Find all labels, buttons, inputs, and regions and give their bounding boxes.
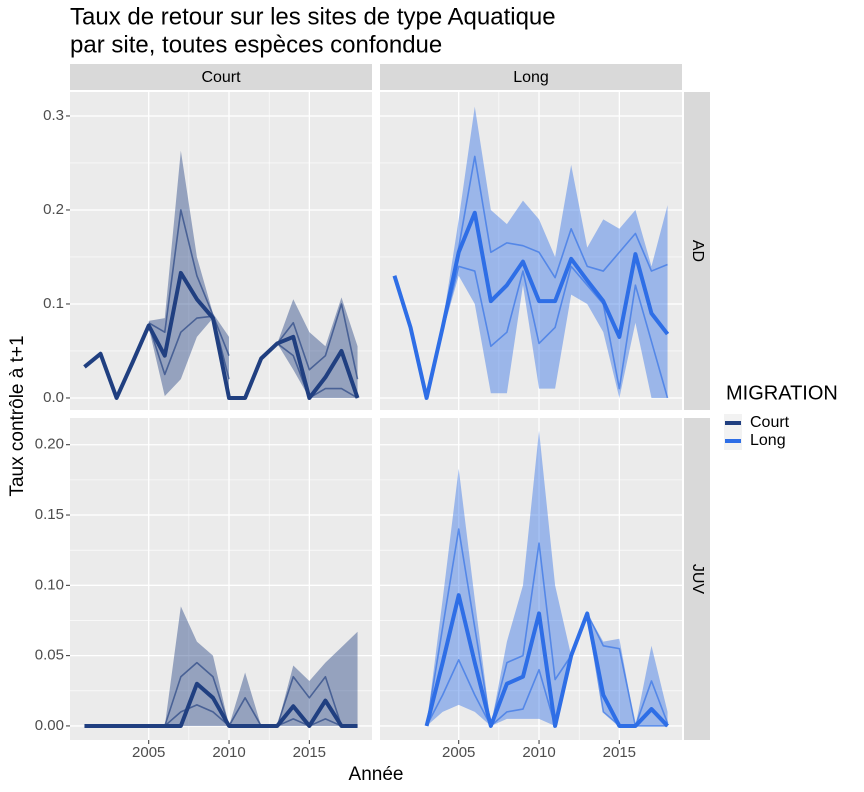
data-line	[424, 593, 669, 728]
y-tick-label: 0.2	[43, 201, 64, 218]
ribbon	[426, 430, 668, 726]
x-tick-label: 2005	[442, 744, 475, 761]
legend-label: Court	[750, 414, 790, 431]
y-tick-label: 0.00	[35, 717, 64, 734]
panel-background	[70, 418, 372, 740]
y-axis-label: Taux contrôle à t+1	[7, 335, 28, 496]
facet-strip	[380, 64, 682, 90]
facet-label: JUV	[689, 564, 706, 595]
x-tick-label: 2005	[132, 744, 165, 761]
facet-label: Long	[513, 69, 549, 86]
y-tick-label: 0.3	[43, 107, 64, 124]
data-line	[83, 270, 360, 400]
x-tick-label: 2010	[522, 744, 555, 761]
y-tick-label: 0.05	[35, 647, 64, 664]
y-tick-label: 0.0	[43, 389, 64, 406]
legend-label: Long	[750, 432, 786, 449]
facet-label: AD	[689, 240, 706, 262]
quartile-line	[276, 342, 358, 399]
chart-title: par site, toutes espèces confondue	[70, 31, 442, 58]
facet-label: Court	[201, 69, 241, 86]
legend-title: MIGRATION	[726, 382, 838, 404]
quartile-line	[441, 265, 669, 399]
ribbon	[442, 106, 668, 398]
y-tick-label: 0.1	[43, 295, 64, 312]
facet-strip	[684, 92, 710, 410]
y-tick-label: 0.15	[35, 506, 64, 523]
facet-strip	[70, 64, 372, 90]
y-tick-label: 0.10	[35, 576, 64, 593]
facet-strip	[684, 418, 710, 740]
x-tick-label: 2010	[212, 744, 245, 761]
panel-background	[380, 418, 682, 740]
x-axis-label: Année	[349, 764, 404, 785]
y-tick-label: 0.20	[35, 436, 64, 453]
quartile-line	[441, 155, 668, 325]
chart-title: Taux de retour sur les sites de type Aqu…	[70, 3, 556, 30]
ribbon	[277, 297, 358, 398]
panel-background	[380, 92, 682, 410]
data-line	[84, 681, 358, 728]
data-line	[392, 210, 670, 400]
quartile-line	[425, 528, 669, 727]
quartile-line	[276, 303, 359, 380]
x-tick-label: 2015	[603, 744, 636, 761]
x-tick-label: 2015	[293, 744, 326, 761]
